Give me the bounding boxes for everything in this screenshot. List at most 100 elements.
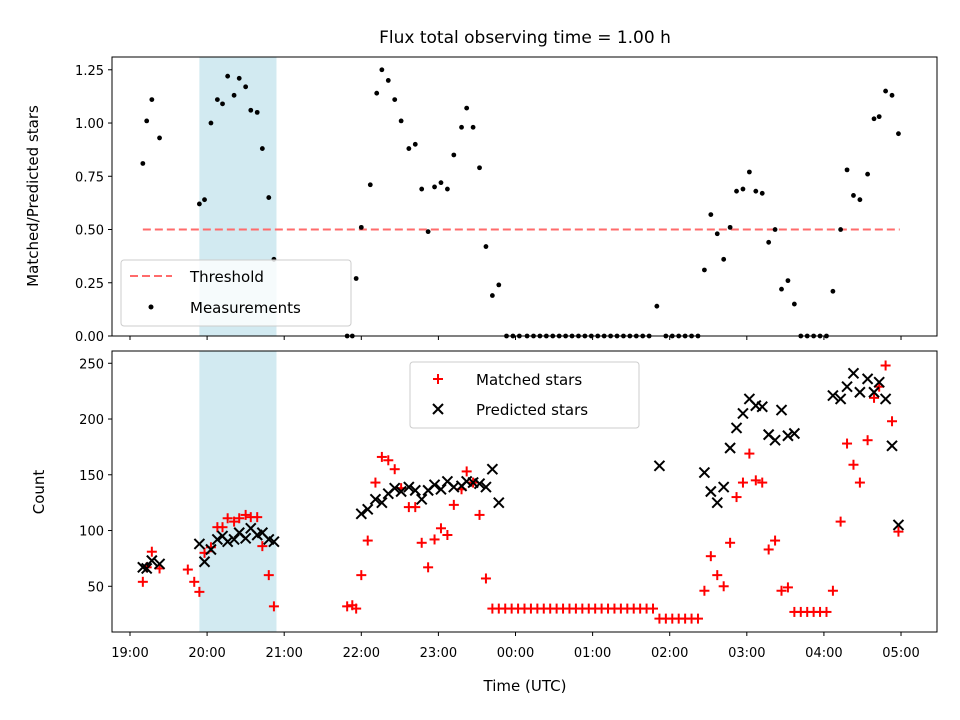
measurement-point — [746, 169, 752, 175]
predicted-star-point — [376, 496, 388, 509]
matched-star-point — [229, 516, 240, 527]
bottom-y-tick-label: 150 — [79, 469, 104, 484]
bottom-highlight-band — [199, 351, 277, 632]
predicted-star-point — [403, 481, 415, 493]
matched-star-point — [705, 551, 716, 562]
measurement-point — [243, 84, 249, 90]
predicted-star-point — [705, 485, 717, 498]
measurement-point — [740, 186, 746, 192]
measurement-point — [876, 114, 882, 120]
bottom-y-tick-label: 50 — [87, 580, 104, 595]
matched-star-point — [737, 477, 748, 488]
top-y-tick-label: 0.00 — [75, 330, 104, 345]
top-x-axis-ticks — [129, 336, 902, 340]
matched-star-point — [137, 576, 148, 587]
predicted-star-point — [737, 407, 749, 420]
measurement-point — [477, 165, 482, 171]
matched-star-point — [263, 570, 274, 581]
measurement-point — [214, 97, 220, 102]
measurement-point — [208, 120, 214, 126]
legend-matched-label: Matched stars — [476, 371, 582, 389]
predicted-star-point — [698, 466, 711, 479]
top-y-tick-label: 1.00 — [75, 117, 104, 132]
matched-star-point — [234, 513, 245, 524]
measurement-point — [871, 116, 877, 122]
matched-star-point — [648, 603, 659, 614]
measurement-point — [398, 118, 404, 124]
measurement-point — [727, 224, 733, 230]
predicted-star-point — [395, 485, 407, 498]
bottom-y-tick-label: 250 — [79, 357, 104, 372]
matched-star-point — [692, 613, 703, 624]
matched-star-point — [862, 435, 873, 446]
measurement-point — [702, 267, 707, 273]
predicted-star-point — [268, 535, 280, 548]
measurement-point — [759, 190, 765, 196]
bottom-data-layer — [137, 360, 905, 624]
measurement-point — [225, 73, 231, 79]
predicted-star-point — [389, 482, 401, 494]
matched-star-point — [240, 509, 251, 520]
predicted-star-point — [205, 543, 217, 556]
predicted-star-point — [868, 386, 880, 398]
predicted-star-point — [847, 367, 860, 380]
top-y-tick-label: 1.25 — [75, 64, 104, 79]
matched-star-point — [252, 512, 263, 523]
matched-star-point — [222, 513, 233, 524]
matched-star-point — [370, 477, 381, 488]
matched-star-point — [782, 582, 793, 593]
measurement-point — [830, 288, 836, 294]
predicted-star-point — [193, 538, 206, 550]
bottom-x-axis: 19:00 20:00 21:00 22:00 23:00 00:00 01:00 02:00… — [111, 632, 920, 661]
measurement-point — [483, 244, 489, 249]
predicted-star-point — [775, 404, 788, 416]
measurement-point — [149, 97, 155, 102]
matched-star-point — [194, 586, 205, 597]
x-tick-label: 00:00 — [497, 646, 534, 661]
matched-star-point — [480, 573, 491, 584]
x-tick-label: 19:00 — [111, 646, 148, 661]
matched-star-point — [410, 502, 421, 513]
measurement-point — [654, 303, 660, 309]
top-legend: Threshold Measurements — [120, 259, 352, 327]
bottom-y-axis: 50 100 150 200 250 — [79, 357, 112, 595]
bottom-y-axis-label: Count — [30, 470, 48, 515]
legend-measurements-label: Measurements — [190, 299, 301, 317]
measurement-point — [412, 141, 418, 147]
predicted-star-point — [854, 386, 866, 398]
bottom-y-tick-label: 200 — [79, 413, 104, 428]
top-y-tick-label: 0.75 — [75, 170, 104, 185]
x-tick-label: 03:00 — [728, 646, 765, 661]
matched-star-point — [893, 526, 904, 537]
measurement-point — [865, 171, 871, 177]
matched-star-point — [718, 581, 729, 592]
bottom-plot-frame — [111, 350, 938, 633]
measurement-point — [451, 152, 457, 158]
top-plot-frame — [111, 56, 938, 337]
measurement-point — [857, 197, 863, 203]
matched-star-point — [821, 606, 832, 617]
legend-threshold-label: Threshold — [189, 268, 264, 286]
predicted-star-point — [879, 393, 892, 405]
predicted-star-point — [653, 460, 666, 472]
measurement-point — [231, 92, 237, 98]
matched-star-point — [217, 522, 228, 533]
measurement-point — [838, 227, 844, 232]
measurement-point — [844, 167, 850, 173]
measurement-point — [444, 186, 450, 192]
predicted-star-point — [841, 380, 853, 393]
matched-star-point — [356, 570, 367, 581]
matched-star-point — [389, 464, 400, 475]
x-tick-label: 20:00 — [188, 646, 225, 661]
measurement-point — [772, 227, 778, 232]
top-y-tick-label: 0.50 — [75, 224, 104, 239]
predicted-star-point — [355, 508, 368, 520]
measurement-point — [266, 195, 272, 200]
predicted-star-point — [724, 442, 736, 454]
measurement-point — [470, 124, 476, 130]
measurement-point — [236, 75, 242, 81]
matched-star-point — [848, 459, 859, 470]
matched-star-point — [429, 534, 440, 545]
matched-star-point — [731, 492, 742, 503]
